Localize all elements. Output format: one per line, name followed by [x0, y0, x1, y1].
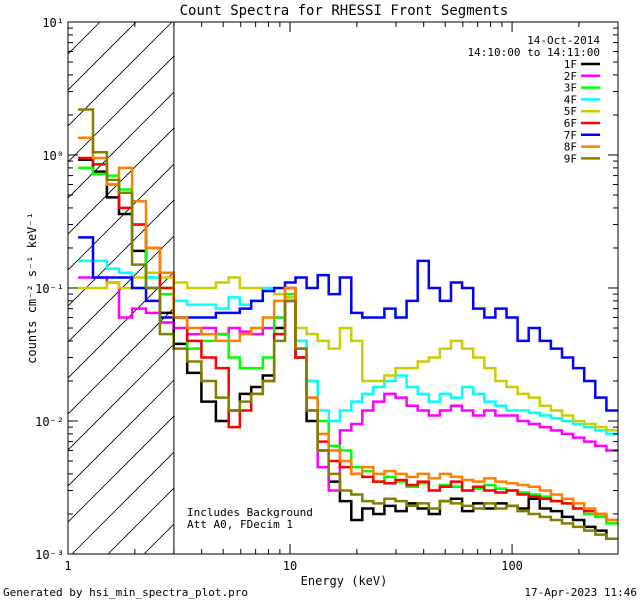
chart-title: Count Spectra for RHESSI Front Segments [180, 3, 509, 19]
legend-label-5F: 5F [564, 105, 577, 118]
x-tick-label: 10 [283, 559, 297, 573]
hatch-stroke [68, 379, 174, 487]
y-tick-label: 10⁰ [42, 149, 64, 163]
series-6F-line [78, 156, 618, 522]
y-tick-label: 10¹ [42, 16, 64, 30]
legend-label-6F: 6F [564, 117, 577, 130]
legend-label-1F: 1F [564, 58, 577, 71]
x-tick-label: 100 [501, 559, 523, 573]
y-axis: 10⁻³ 10⁻² 10⁻¹ 10⁰ 10¹ [35, 16, 618, 562]
legend-date: 14-Oct-2014 [527, 34, 600, 47]
series-7F-line [78, 236, 618, 412]
series-9F-line [78, 108, 618, 541]
footer-timestamp: 17-Apr-2023 11:46 [524, 586, 637, 599]
y-axis-label: counts cm⁻² s⁻¹ keV⁻¹ [25, 212, 39, 364]
x-tick-label: 1 [64, 559, 71, 573]
series-layer [78, 108, 618, 541]
legend-label-4F: 4F [564, 93, 577, 106]
legend-label-9F: 9F [564, 152, 577, 165]
series-5F-line [78, 271, 618, 432]
y-tick-label: 10⁻³ [35, 548, 64, 562]
hatch-stroke [68, 55, 174, 163]
legend-label-8F: 8F [564, 141, 577, 154]
footer-generated-by: Generated by hsi_min_spectra_plot.pro [3, 586, 248, 599]
legend-label-3F: 3F [564, 82, 577, 95]
legend-label-2F: 2F [564, 70, 577, 83]
x-axis: 1 10 100 [64, 22, 619, 573]
legend-label-7F: 7F [564, 129, 577, 142]
series-4F-line [78, 259, 618, 436]
series-3F-line [78, 166, 618, 525]
x-axis-label: Energy (keV) [301, 574, 388, 588]
series-8F-line [78, 136, 618, 522]
annotation-background: Includes Background [187, 506, 313, 519]
series-1F-line [78, 158, 618, 541]
hatch-stroke [68, 415, 174, 523]
hatch-stroke [68, 91, 174, 199]
legend-time-range: 14:10:00 to 14:11:00 [468, 46, 600, 59]
y-tick-label: 10⁻¹ [35, 282, 64, 296]
annotation-attenuator: Att A0, FDecim 1 [187, 518, 293, 531]
hatch-stroke [71, 451, 174, 554]
y-tick-label: 10⁻² [35, 415, 64, 429]
